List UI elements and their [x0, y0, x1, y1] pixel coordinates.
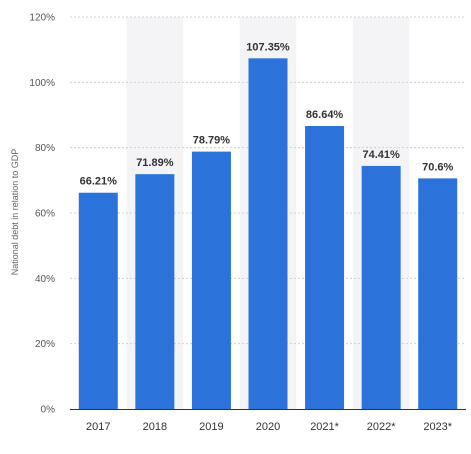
- x-tick-label: 2019: [199, 421, 223, 433]
- y-axis-ticks: 0% 20% 40% 60% 80% 100% 120%: [29, 13, 55, 416]
- value-label: 70.6%: [422, 161, 453, 173]
- value-label: 74.41%: [362, 149, 400, 161]
- bar-2017: [78, 192, 118, 409]
- bars: [78, 58, 458, 410]
- y-tick-label: 100%: [29, 78, 55, 89]
- bar-2018: [135, 174, 175, 409]
- x-axis-ticks: 2017 2018 2019 2020 2021* 2022* 2023*: [86, 421, 453, 433]
- x-tick-label: 2021*: [310, 421, 339, 433]
- value-label: 86.64%: [306, 109, 344, 121]
- x-tick-label: 2023*: [423, 421, 452, 433]
- value-labels: 66.21% 71.89% 78.79% 107.35% 86.64% 74.41% 70.…: [80, 41, 454, 187]
- y-tick-label: 0%: [41, 405, 56, 416]
- x-tick-label: 2022*: [367, 421, 396, 433]
- value-label: 71.89%: [136, 157, 174, 169]
- value-label: 78.79%: [193, 135, 231, 147]
- x-tick-label: 2020: [256, 421, 280, 433]
- y-tick-label: 120%: [29, 13, 55, 24]
- y-tick-label: 60%: [35, 209, 55, 220]
- y-axis-title: National debt in relation to GDP: [10, 149, 20, 276]
- value-label: 66.21%: [80, 176, 118, 188]
- y-tick-label: 80%: [35, 143, 55, 154]
- bar-2019: [191, 151, 231, 410]
- value-label: 107.35%: [246, 41, 290, 53]
- bar-2022-projected: [361, 165, 401, 409]
- bar-2023-projected: [418, 178, 458, 409]
- x-tick-label: 2018: [143, 421, 167, 433]
- bar-2020: [248, 58, 288, 409]
- x-tick-label: 2017: [86, 421, 110, 433]
- y-tick-label: 40%: [35, 274, 55, 285]
- y-tick-label: 20%: [35, 339, 55, 350]
- bar-2021-projected: [305, 125, 345, 409]
